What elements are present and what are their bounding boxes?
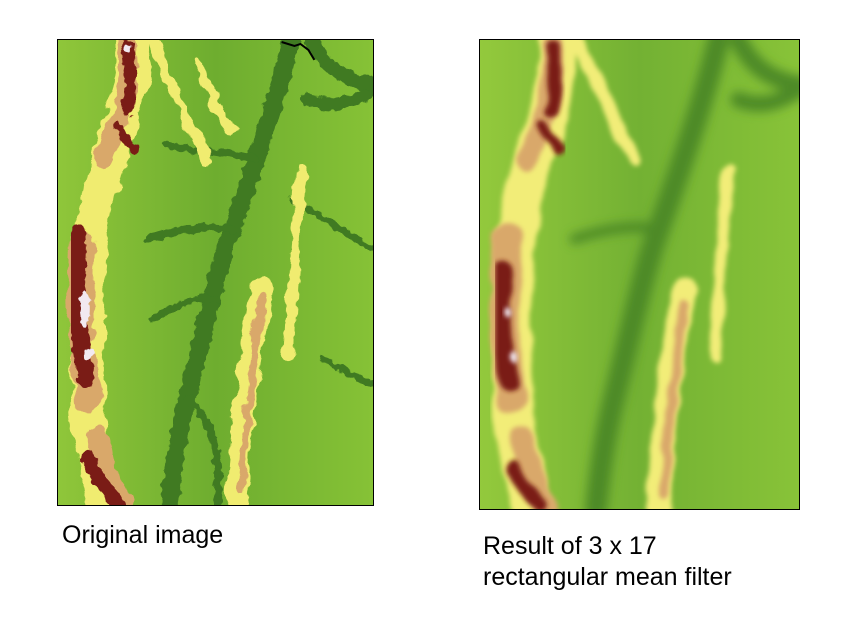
original-elevation-map bbox=[58, 40, 373, 505]
filtered-image bbox=[479, 39, 800, 510]
original-image bbox=[57, 39, 374, 506]
filtered-caption-line-1: Result of 3 x 17 bbox=[483, 532, 657, 560]
filtered-elevation-map bbox=[480, 40, 799, 509]
filtered-image-caption: Result of 3 x 17 rectangular mean filter bbox=[483, 531, 732, 593]
filtered-caption-line-2: rectangular mean filter bbox=[483, 563, 732, 591]
original-image-caption: Original image bbox=[62, 521, 224, 549]
